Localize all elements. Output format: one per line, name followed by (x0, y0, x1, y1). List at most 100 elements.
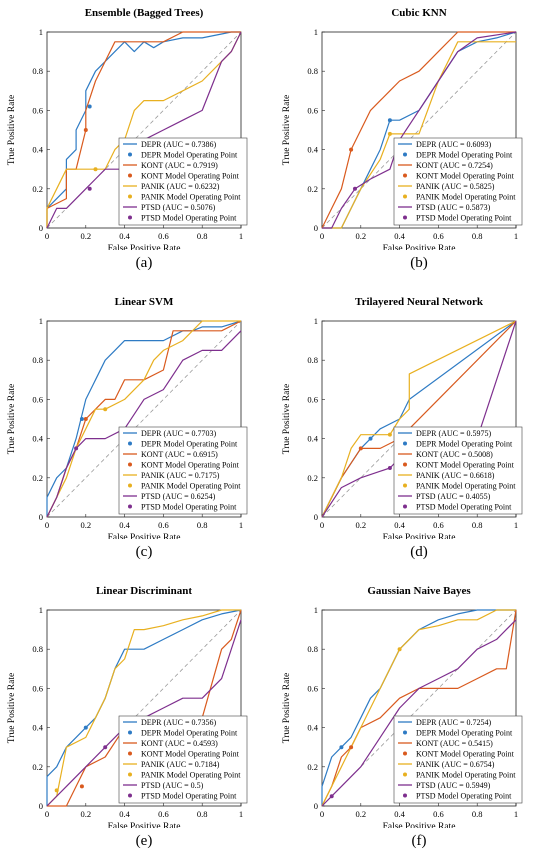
operating-point-panik (387, 432, 392, 437)
roc-curve-ptsd (321, 619, 517, 807)
chart-title: Ensemble (Bagged Trees) (85, 7, 204, 19)
legend-entry: PTSD (AUC = 0.4055) (416, 492, 491, 501)
plot-frame (46, 609, 242, 807)
legend-entry: PTSD (AUC = 0.5949) (416, 781, 491, 790)
y-tick-label: 0.4 (307, 434, 318, 444)
legend-entry: PTSD (AUC = 0.5076) (141, 203, 216, 212)
x-tick-label: 0.8 (472, 231, 483, 241)
operating-point-ptsd (329, 794, 334, 799)
y-tick-label: 0 (39, 512, 43, 522)
y-tick-label: 0 (39, 223, 43, 233)
legend-entry: PANIK Model Operating Point (416, 482, 516, 491)
operating-point-ptsd (74, 446, 79, 451)
x-tick-label: 1 (514, 520, 518, 530)
x-tick-label: 0.8 (197, 520, 208, 530)
y-tick-label: 0.2 (32, 762, 43, 772)
operating-point-panik (387, 131, 392, 136)
legend-entry: KONT (AUC = 0.5008) (416, 450, 493, 459)
operating-point-depr (339, 745, 344, 750)
operating-point-kont (349, 147, 354, 152)
panel-caption: (b) (410, 255, 428, 271)
y-axis-label: True Positive Rate (7, 673, 17, 743)
roc-panel-5: Linear Discriminant 0 0 0.2 0.2 0.4 0.4 0.6 0.6 0… (0, 578, 275, 828)
legend-point-swatch (128, 751, 132, 756)
legend-entry: PTSD Model Operating Point (141, 214, 237, 223)
legend-point-swatch (128, 152, 132, 157)
roc-panel-4: Trilayered Neural Network 0 0 0.2 0.2 0.4 0.4 0… (275, 289, 550, 539)
x-tick-label: 1 (239, 809, 243, 819)
roc-panel-2: Cubic KNN 0 0 0.2 0.2 0.4 0.4 0.6 0.6 0.8 0.8 1 1 Fal… (275, 0, 550, 250)
operating-point-ptsd (352, 186, 357, 191)
legend-box (118, 426, 248, 515)
y-axis-label: True Positive Rate (7, 95, 17, 165)
legend-entry: DEPR Model Operating Point (416, 729, 513, 738)
y-tick-label: 0.6 (307, 105, 318, 115)
x-tick-label: 0.8 (472, 520, 483, 530)
y-tick-label: 0.6 (307, 683, 318, 693)
legend-entry: PANIK (AUC = 0.6754) (416, 760, 495, 769)
legend-point-swatch (403, 772, 407, 777)
x-tick-label: 0.4 (394, 809, 405, 819)
operating-point-panik (103, 407, 108, 412)
y-tick-label: 0.2 (307, 762, 318, 772)
y-tick-label: 0.8 (32, 355, 43, 365)
x-tick-label: 0.6 (158, 809, 169, 819)
plot-frame (321, 609, 517, 807)
roc-chart-svg: Gaussian Naive Bayes 00 0.2 0.2 0.4 0.4 0.6 0.6… (282, 585, 523, 828)
legend-entry: KONT Model Operating Point (416, 750, 515, 759)
y-tick-label: 0.6 (32, 394, 43, 404)
y-tick-label: 1 (314, 605, 318, 615)
operating-point-kont (83, 417, 88, 421)
x-tick-label: 1 (239, 520, 243, 530)
legend-entry: DEPR Model Operating Point (416, 440, 513, 449)
y-tick-label: 0.6 (307, 394, 318, 404)
x-axis-label: False Positive Rate (383, 822, 456, 828)
legend-box (393, 426, 523, 515)
y-tick-label: 0.4 (32, 145, 43, 155)
roc-panel-1: Ensemble (Bagged Trees) 0 0 0.2 0.2 0.4 0.4 0.6… (0, 0, 275, 250)
legend-box (118, 715, 248, 804)
legend-entry: DEPR Model Operating Point (141, 440, 238, 449)
x-tick-label: 0.6 (433, 809, 444, 819)
legend-point-swatch (403, 194, 407, 199)
legend-entry: PTSD Model Operating Point (141, 792, 237, 801)
legend-point-swatch (128, 772, 132, 777)
legend-entry: DEPR Model Operating Point (141, 151, 238, 160)
legend-entry: PTSD Model Operating Point (416, 792, 512, 801)
roc-curve-kont (321, 609, 517, 807)
legend-point-swatch (403, 152, 407, 157)
legend-entry: PTSD (AUC = 0.5873) (416, 203, 491, 212)
panel-caption: (a) (135, 255, 153, 271)
roc-chart-svg: Linear SVM 00 0.2 0.2 0.4 0.4 0.6 0.6 0.8 0.8 1 1 Fa… (7, 296, 248, 539)
legend-point-swatch (128, 483, 132, 488)
plot-frame (46, 31, 242, 229)
chart-title: Cubic KNN (391, 7, 446, 19)
chart-title: Linear SVM (115, 296, 174, 308)
chart-title: Trilayered Neural Network (355, 296, 484, 308)
x-tick-label: 1 (514, 231, 518, 241)
x-tick-label: 0.4 (119, 520, 130, 530)
chart-title: Gaussian Naive Bayes (367, 585, 471, 597)
legend-entry: DEPR (AUC = 0.5975) (416, 429, 492, 438)
roc-curve-ptsd (46, 619, 242, 807)
y-tick-label: 0 (39, 801, 43, 811)
legend-entry: KONT (AUC = 0.7254) (416, 161, 493, 170)
legend-box (393, 137, 523, 226)
y-tick-label: 0.2 (307, 184, 318, 194)
y-tick-label: 0.4 (307, 145, 318, 155)
legend-entry: PTSD Model Operating Point (416, 214, 512, 223)
chance-diagonal (321, 320, 517, 518)
legend-entry: PTSD Model Operating Point (141, 503, 237, 512)
roc-curve-panik (46, 609, 241, 807)
y-tick-label: 1 (314, 316, 318, 326)
y-tick-label: 0.4 (32, 434, 43, 444)
roc-curve-depr (46, 31, 241, 228)
legend-box (393, 715, 523, 804)
legend-entry: PANIK Model Operating Point (416, 771, 516, 780)
x-axis-label: False Positive Rate (383, 244, 456, 250)
operating-point-depr (87, 104, 92, 109)
y-tick-label: 0.8 (32, 66, 43, 76)
legend-entry: PANIK (AUC = 0.5825) (416, 182, 495, 191)
y-tick-label: 0.2 (32, 184, 43, 194)
y-tick-label: 0.8 (32, 644, 43, 654)
